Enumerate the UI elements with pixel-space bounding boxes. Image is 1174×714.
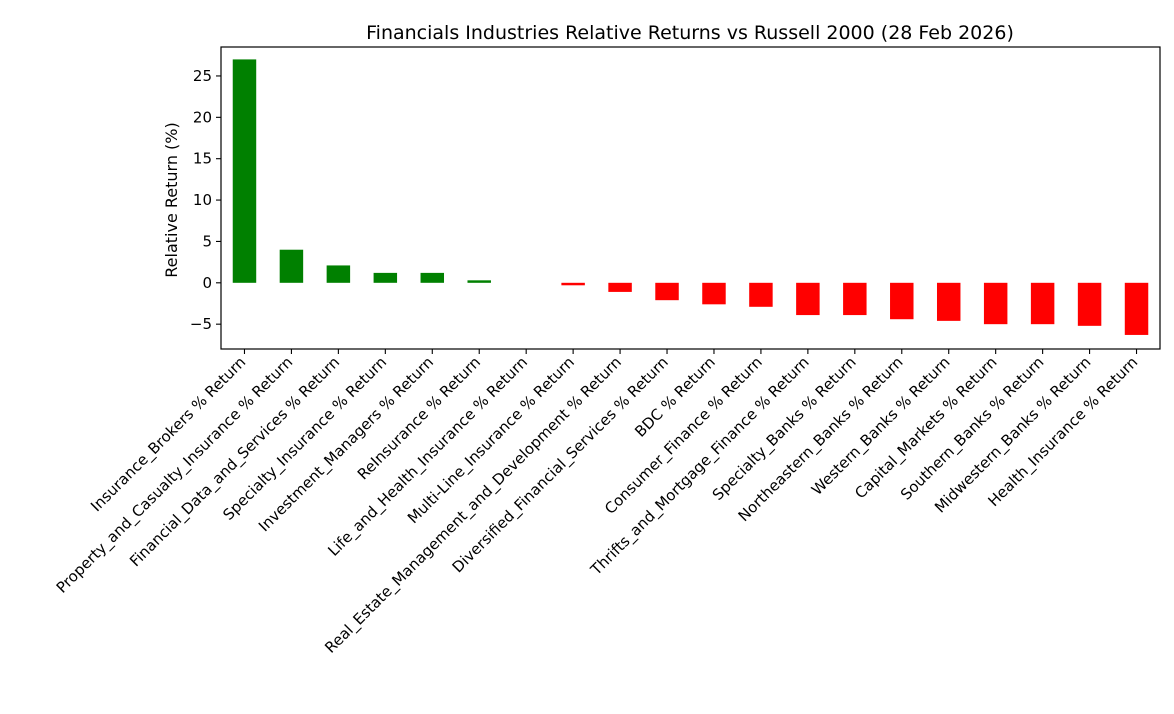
bar (420, 272, 445, 283)
y-tick-label: −5 (190, 315, 212, 333)
bar (936, 282, 961, 321)
bar (279, 249, 304, 283)
plot-frame (220, 46, 1161, 350)
y-tick-label: 10 (193, 191, 212, 209)
bar (232, 59, 257, 283)
y-axis-label: Relative Return (%) (162, 122, 181, 277)
x-tick-label: Financial_Data_and_Services % Return (126, 353, 344, 571)
bar (890, 282, 914, 320)
bars-group (232, 59, 1149, 335)
x-tick-label: BDC % Return (631, 353, 719, 441)
bar (843, 282, 867, 316)
bar (983, 282, 1008, 325)
bar (796, 282, 820, 316)
bar (702, 282, 726, 305)
bar (561, 282, 585, 286)
bar (1077, 282, 1102, 326)
bar (326, 265, 351, 283)
y-tick-label: 25 (193, 67, 212, 85)
y-tick-label: 20 (193, 108, 212, 126)
bar (1030, 282, 1055, 325)
bar (1124, 282, 1149, 335)
y-tick-label: 5 (202, 232, 212, 250)
bar (655, 282, 679, 301)
chart-title: Financials Industries Relative Returns v… (366, 22, 1014, 44)
bar (373, 272, 398, 283)
x-tick-label: Diversified_Financial_Services % Return (449, 353, 673, 577)
x-axis: Insurance_Brokers % ReturnProperty_and_C… (53, 349, 1142, 657)
y-tick-label: 0 (202, 274, 212, 292)
bar (749, 282, 773, 307)
bar (608, 282, 632, 292)
y-tick-label: 15 (193, 150, 212, 168)
y-axis: −5 0 5 10 15 20 25 (190, 67, 221, 333)
bar (467, 280, 491, 283)
